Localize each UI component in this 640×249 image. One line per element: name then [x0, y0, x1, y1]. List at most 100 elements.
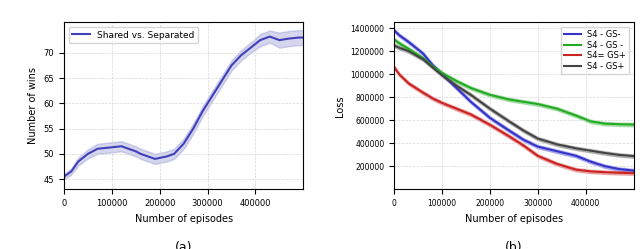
S4 - GS- — [572, 154, 580, 157]
Legend: S4 - GS-, S4 - GS -, S4= GS+, S4 - GS+: S4 - GS-, S4 - GS -, S4= GS+, S4 - GS+ — [561, 27, 629, 74]
S4 - GS - — [452, 80, 460, 83]
S4 - GS - — [572, 114, 580, 117]
Shared vs. Separated — [276, 39, 284, 42]
S4 - GS- — [404, 41, 412, 44]
S4 - GS- — [467, 100, 475, 103]
Shared vs. Separated — [199, 109, 207, 112]
Shared vs. Separated — [132, 150, 140, 153]
Shared vs. Separated — [257, 39, 264, 42]
S4= GS+ — [390, 66, 398, 69]
Y-axis label: Number of wins: Number of wins — [28, 67, 38, 144]
S4= GS+ — [438, 101, 446, 104]
Shared vs. Separated — [218, 79, 226, 82]
S4= GS+ — [429, 97, 436, 100]
Shared vs. Separated — [84, 152, 92, 155]
S4 - GS- — [390, 29, 398, 32]
Shared vs. Separated — [156, 156, 164, 159]
S4= GS+ — [572, 168, 580, 171]
S4 - GS - — [506, 98, 513, 101]
S4 - GS+ — [429, 66, 436, 69]
S4 - GS- — [520, 138, 527, 141]
S4 - GS+ — [520, 129, 527, 132]
Shared vs. Separated — [294, 36, 302, 39]
Shared vs. Separated — [300, 36, 307, 39]
Shared vs. Separated — [266, 35, 274, 38]
Legend: Shared vs. Separated: Shared vs. Separated — [68, 27, 198, 43]
Shared vs. Separated — [144, 155, 152, 158]
S4 - GS+ — [630, 155, 637, 158]
S4 - GS - — [534, 103, 541, 106]
S4 - GS - — [616, 123, 623, 126]
S4 - GS - — [396, 42, 403, 45]
Line: S4= GS+: S4= GS+ — [394, 67, 634, 173]
Line: S4 - GS+: S4 - GS+ — [394, 45, 634, 156]
Y-axis label: Loss: Loss — [335, 95, 345, 117]
S4= GS+ — [404, 82, 412, 85]
S4= GS+ — [452, 107, 460, 110]
S4= GS+ — [419, 91, 427, 94]
S4= GS+ — [534, 154, 541, 157]
Shared vs. Separated — [103, 146, 111, 149]
S4 - GS - — [630, 123, 637, 126]
S4= GS+ — [486, 123, 494, 126]
Shared vs. Separated — [108, 146, 116, 149]
S4 - GS- — [429, 63, 436, 66]
S4= GS+ — [630, 172, 637, 175]
S4 - GS - — [587, 120, 595, 123]
Shared vs. Separated — [247, 46, 255, 49]
S4 - GS - — [438, 71, 446, 74]
S4 - GS+ — [404, 50, 412, 53]
S4 - GS+ — [419, 58, 427, 61]
Shared vs. Separated — [170, 152, 178, 155]
S4 - GS- — [438, 73, 446, 76]
S4 - GS+ — [438, 74, 446, 77]
S4 - GS- — [587, 160, 595, 163]
S4 - GS- — [601, 165, 609, 168]
S4 - GS- — [534, 145, 541, 148]
Shared vs. Separated — [118, 145, 125, 148]
S4 - GS- — [630, 169, 637, 172]
S4 - GS+ — [486, 107, 494, 110]
Shared vs. Separated — [125, 147, 132, 150]
S4 - GS- — [396, 34, 403, 37]
Shared vs. Separated — [228, 64, 236, 67]
S4 - GS- — [506, 129, 513, 132]
S4 - GS+ — [452, 84, 460, 87]
Line: S4 - GS-: S4 - GS- — [394, 30, 634, 171]
Shared vs. Separated — [180, 142, 188, 145]
Shared vs. Separated — [189, 127, 197, 130]
S4 - GS - — [467, 86, 475, 89]
S4 - GS+ — [587, 149, 595, 152]
X-axis label: Number of episodes: Number of episodes — [134, 214, 233, 224]
Shared vs. Separated — [163, 155, 171, 158]
Title: (b): (b) — [505, 241, 523, 249]
X-axis label: Number of episodes: Number of episodes — [465, 214, 563, 224]
S4 - GS - — [553, 107, 561, 110]
S4 - GS - — [390, 38, 398, 41]
S4 - GS+ — [467, 93, 475, 96]
S4 - GS - — [601, 122, 609, 125]
S4 - GS- — [553, 150, 561, 153]
S4 - GS - — [520, 100, 527, 103]
Shared vs. Separated — [60, 175, 68, 178]
S4= GS+ — [553, 162, 561, 165]
S4 - GS+ — [396, 46, 403, 49]
S4= GS+ — [506, 135, 513, 138]
S4 - GS - — [486, 93, 494, 96]
S4= GS+ — [587, 170, 595, 173]
Shared vs. Separated — [93, 147, 101, 150]
S4 - GS+ — [534, 137, 541, 140]
S4 - GS- — [419, 52, 427, 55]
S4 - GS- — [452, 86, 460, 89]
Line: S4 - GS -: S4 - GS - — [394, 40, 634, 124]
S4= GS+ — [396, 73, 403, 76]
S4 - GS - — [429, 65, 436, 68]
S4= GS+ — [520, 144, 527, 147]
Shared vs. Separated — [151, 157, 159, 160]
S4= GS+ — [616, 171, 623, 174]
Shared vs. Separated — [74, 160, 82, 163]
Shared vs. Separated — [137, 152, 145, 155]
Shared vs. Separated — [285, 37, 293, 40]
Line: Shared vs. Separated: Shared vs. Separated — [64, 37, 303, 177]
S4 - GS+ — [572, 147, 580, 150]
